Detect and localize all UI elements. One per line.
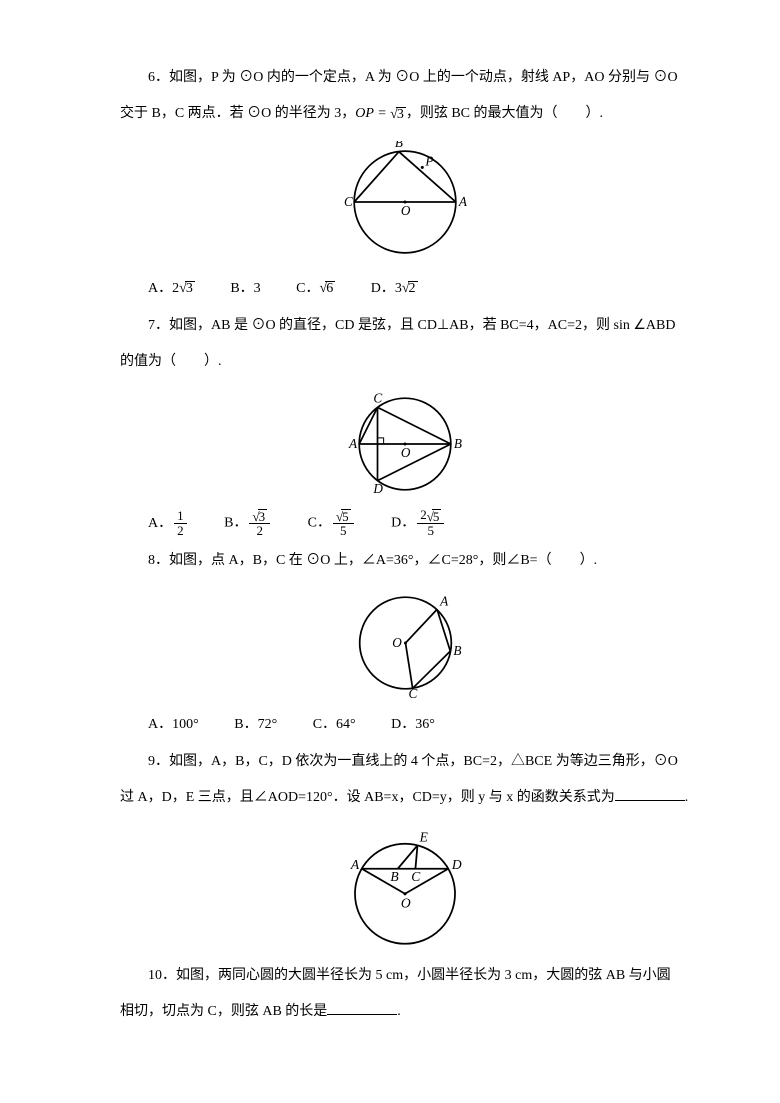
q8-figure: A B C O [120,587,690,703]
q7-opt-a: A．12 [148,509,189,539]
svg-text:E: E [419,829,429,844]
q6-options: A．23 B．3 C．6 D．32 [120,271,690,308]
svg-text:P: P [424,153,433,168]
q9-text-c: . [685,790,689,805]
q9-blank [615,786,685,801]
q8-line1: 8．如图，点 A，B，C 在 ⊙O 上，∠A=36°，∠C=28°，则∠B=（ … [120,543,690,579]
q10-text-c: . [397,1004,401,1019]
q6-op-eq: OP = [355,106,390,121]
q7-opt-d: D．255 [391,508,446,538]
q7-text-a: 7．如图，AB 是 ⊙O 的直径，CD 是弦，且 CD⊥AB，若 BC=4，AC… [148,318,675,333]
q6-opt-b: B．3 [230,271,260,307]
q9-text-a: 9．如图，A，B，C，D 依次为一直线上的 4 个点，BC=2，△BCE 为等边… [148,754,678,769]
q9-line1: 9．如图，A，B，C，D 依次为一直线上的 4 个点，BC=2，△BCE 为等边… [120,744,690,780]
q8-options: A．100° B．72° C．64° D．36° [120,707,690,744]
svg-text:A: A [348,436,358,451]
svg-text:C: C [344,194,353,209]
svg-text:B: B [453,643,461,658]
q6-opt-a: A．23 [148,271,195,307]
svg-text:A: A [439,593,449,608]
svg-text:O: O [401,203,411,218]
q10-text-a: 10．如图，两同心圆的大圆半径长为 5 cm，小圆半径长为 3 cm，大圆的弦 … [148,968,671,983]
svg-text:B: B [390,869,398,884]
q10-line2: 相切，切点为 C，则弦 AB 的长是. [120,994,690,1030]
q7-figure: A B C D O [120,388,690,504]
q9-text-b: 过 A，D，E 三点，且∠AOD=120°．设 AB=x，CD=y，则 y 与 … [120,790,615,805]
svg-text:D: D [372,481,383,496]
svg-text:B: B [454,436,462,451]
q7-opt-b: B．32 [224,508,272,538]
svg-text:C: C [411,869,421,884]
q6-opt-c: C．6 [296,271,335,307]
q7-line1: 7．如图，AB 是 ⊙O 的直径，CD 是弦，且 CD⊥AB，若 BC=4，AC… [120,308,690,344]
svg-text:O: O [401,895,411,910]
q9-figure: A D E B C O [120,825,690,954]
q9-line2: 过 A，D，E 三点，且∠AOD=120°．设 AB=x，CD=y，则 y 与 … [120,780,690,816]
q8-opt-d: D．36° [391,707,435,743]
q6-line1: 6．如图，P 为 ⊙O 内的一个定点，A 为 ⊙O 上的一个动点，射线 AP，A… [120,60,690,96]
q6-figure: A C B P O [120,141,690,267]
svg-text:A: A [458,194,468,209]
q10-text-b: 相切，切点为 C，则弦 AB 的长是 [120,1004,327,1019]
svg-text:D: D [451,856,462,871]
q6-text-a: 6．如图，P 为 ⊙O 内的一个定点，A 为 ⊙O 上的一个动点，射线 AP，A… [148,70,678,85]
q7-text-b: 的值为（ ）. [120,354,222,369]
svg-text:C: C [373,391,382,406]
q6-line2: 交于 B，C 两点．若 ⊙O 的半径为 3，OP = 3，则弦 BC 的最大值为… [120,96,690,132]
q6-opt-d: D．32 [371,271,418,307]
svg-text:O: O [401,446,411,461]
q6-text-c: ，则弦 BC 的最大值为（ ）. [406,106,603,121]
q10-blank [327,1000,397,1015]
q6-op-sqrt: 3 [390,107,406,122]
q10-line1: 10．如图，两同心圆的大圆半径长为 5 cm，小圆半径长为 3 cm，大圆的弦 … [120,958,690,994]
svg-text:O: O [392,635,402,650]
q7-line2: 的值为（ ）. [120,344,690,380]
q8-text: 8．如图，点 A，B，C 在 ⊙O 上，∠A=36°，∠C=28°，则∠B=（ … [148,553,597,568]
q6-text-b: 交于 B，C 两点．若 ⊙O 的半径为 3， [120,106,355,121]
svg-text:B: B [395,141,403,150]
svg-text:A: A [350,856,360,871]
svg-text:C: C [408,686,417,699]
q7-options: A．12 B．32 C．55 D．255 [120,508,690,538]
q8-opt-b: B．72° [234,707,277,743]
q8-opt-c: C．64° [313,707,356,743]
q7-opt-c: C．55 [308,508,356,538]
q8-opt-a: A．100° [148,707,199,743]
